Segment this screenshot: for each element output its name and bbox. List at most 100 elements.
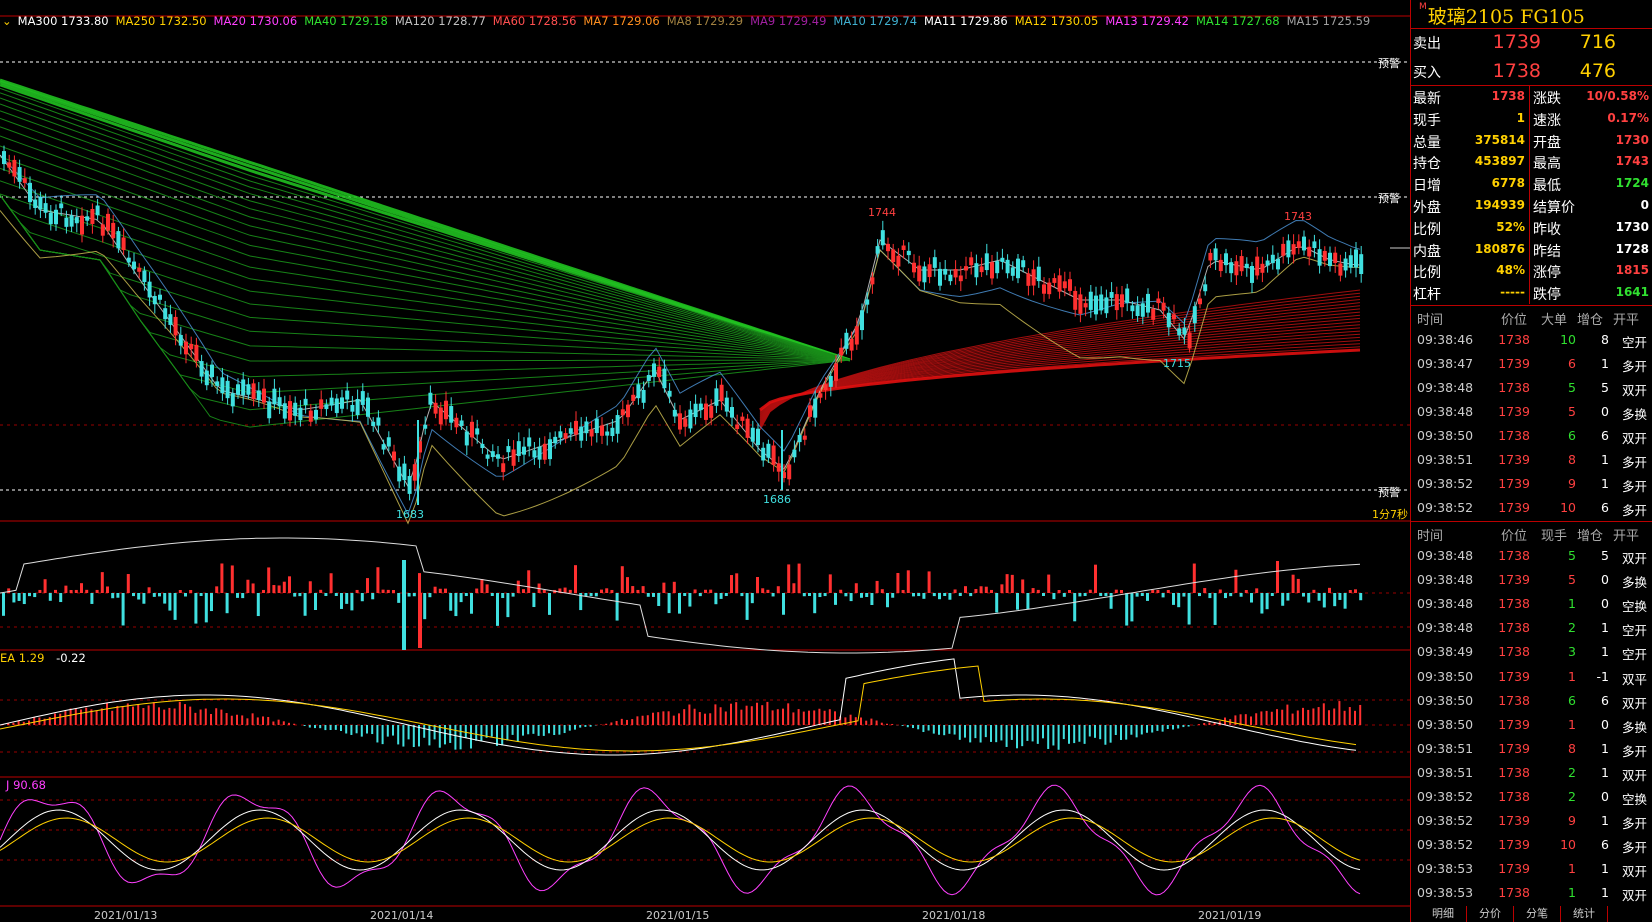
macd-bar <box>1026 725 1029 741</box>
candle-body <box>1109 292 1114 298</box>
trade-row[interactable]: 09:38:49 1738 3 1 空开 <box>1411 640 1652 664</box>
volume-bar <box>501 593 505 599</box>
volume-bar <box>277 585 281 593</box>
volume-bar <box>121 593 125 626</box>
macd-bar <box>1135 725 1138 738</box>
tab-ticks[interactable]: 分笔 <box>1514 906 1561 922</box>
stat-value: 0.17% <box>1607 110 1649 125</box>
macd-bar <box>657 712 660 725</box>
trade-row[interactable]: 09:38:48 1738 2 1 空开 <box>1411 616 1652 640</box>
volume-bar <box>787 564 791 593</box>
macd-bar <box>43 718 46 725</box>
trade-price: 1738 <box>1498 428 1530 443</box>
candle-body <box>969 257 974 266</box>
candle-body <box>163 308 168 320</box>
candle-body <box>797 434 802 443</box>
trade-row[interactable]: 09:38:53 1739 1 1 双开 <box>1411 857 1652 881</box>
trade-row[interactable]: 09:38:52 1739 10 6 多开 <box>1411 496 1652 520</box>
volume-bar <box>22 593 26 605</box>
volume-bar <box>1005 574 1009 593</box>
macd-bar <box>943 725 946 736</box>
volume-bar <box>1239 593 1243 597</box>
trade-row[interactable]: 09:38:48 1738 5 5 双开 <box>1411 376 1652 400</box>
volume-bar <box>828 574 832 593</box>
divider <box>1411 305 1652 306</box>
macd-bar <box>1088 725 1091 737</box>
macd-bar <box>464 725 467 738</box>
trade-row[interactable]: 09:38:47 1739 6 1 多开 <box>1411 352 1652 376</box>
volume-bar <box>511 593 515 597</box>
macd-bar <box>1109 725 1112 743</box>
tab-statistics[interactable]: 统计 <box>1561 906 1608 922</box>
volume-bar <box>1000 584 1004 593</box>
candle-body <box>844 332 849 349</box>
trade-row[interactable]: 09:38:52 1739 9 1 多开 <box>1411 472 1652 496</box>
candle-body <box>584 421 589 434</box>
candle-body <box>776 463 781 472</box>
macd-bar <box>241 715 244 725</box>
volume-bar <box>1276 560 1279 593</box>
tab-price-distribution[interactable]: 分价 <box>1467 906 1514 922</box>
candle-body <box>537 446 542 460</box>
volume-bar <box>402 560 406 650</box>
trade-row[interactable]: 09:38:51 1739 8 1 多开 <box>1411 448 1652 472</box>
macd-bar <box>194 712 197 725</box>
macd-bar <box>1078 725 1081 742</box>
trade-price: 1738 <box>1498 789 1530 804</box>
trade-row[interactable]: 09:38:48 1739 5 0 多换 <box>1411 568 1652 592</box>
stats-divider <box>1529 86 1530 304</box>
candle-body <box>506 446 511 453</box>
volume-bar <box>901 589 905 593</box>
sell-row[interactable]: 卖出 1739 716 <box>1411 29 1652 56</box>
trade-row[interactable]: 09:38:52 1739 10 6 多开 <box>1411 833 1652 857</box>
trade-time: 09:38:52 <box>1417 837 1474 853</box>
volume-bar <box>142 593 146 604</box>
candle-body <box>1333 252 1338 263</box>
trade-row[interactable]: 09:38:52 1739 9 1 多开 <box>1411 809 1652 833</box>
trade-row[interactable]: 09:38:48 1739 5 0 多换 <box>1411 400 1652 424</box>
trade-type: 双开 <box>1621 695 1647 711</box>
kline-chart-area[interactable]: ⌄ MA300 1733.80 MA250 1732.50 MA20 1730.06 M… <box>0 0 1410 922</box>
candle-body <box>386 437 391 447</box>
candle-body <box>158 294 162 300</box>
volume-bar <box>906 570 910 593</box>
volume-bar <box>1302 593 1305 597</box>
trade-row[interactable]: 09:38:48 1738 5 5 双开 <box>1411 544 1652 568</box>
candle-body <box>1213 248 1218 261</box>
macd-bar <box>262 716 264 725</box>
stat-value: 10/0.58% <box>1586 89 1649 103</box>
candle-body <box>834 363 838 381</box>
buy-row[interactable]: 买入 1738 476 <box>1411 58 1652 85</box>
candle-body <box>672 409 677 417</box>
stat-key: 速涨 <box>1533 112 1561 129</box>
trade-type: 空换 <box>1621 792 1647 807</box>
macd-bar <box>69 708 72 725</box>
stat-value: 1743 <box>1615 154 1649 169</box>
trade-row[interactable]: 09:38:53 1738 1 1 双开 <box>1411 881 1652 905</box>
trade-row[interactable]: 09:38:50 1739 1 -1 双平 <box>1411 665 1652 689</box>
trade-row[interactable]: 09:38:50 1738 6 6 双开 <box>1411 689 1652 713</box>
candle-body <box>329 397 334 406</box>
candle-body <box>433 402 438 414</box>
macd-bar <box>303 725 306 727</box>
trade-row[interactable]: 09:38:50 1739 1 0 多换 <box>1411 713 1652 737</box>
tab-detail[interactable]: 明细 <box>1420 906 1467 922</box>
ma-line-red <box>759 327 1361 418</box>
trade-row[interactable]: 09:38:46 1738 10 8 空开 <box>1411 328 1652 352</box>
candle-body <box>22 178 27 183</box>
candle-body <box>184 341 188 355</box>
trade-row[interactable]: 09:38:50 1738 6 6 双开 <box>1411 424 1652 448</box>
candle-body <box>438 407 443 425</box>
kline-chart-svg[interactable] <box>0 0 1410 922</box>
trade-row[interactable]: 09:38:48 1738 1 0 空换 <box>1411 592 1652 616</box>
ma-line-red <box>759 299 1361 428</box>
trade-row[interactable]: 09:38:51 1738 2 1 双开 <box>1411 761 1652 785</box>
trade-inc: 0 <box>1601 716 1609 732</box>
trade-row[interactable]: 09:38:52 1738 2 0 空换 <box>1411 785 1652 809</box>
volume-bar <box>1208 593 1212 599</box>
trade-row[interactable]: 09:38:51 1739 8 1 多开 <box>1411 737 1652 761</box>
candle-body <box>1073 290 1078 310</box>
ma-legend-item: MA7 1729.06 <box>583 14 660 28</box>
candle-body <box>719 384 724 402</box>
macd-bar <box>355 725 358 734</box>
